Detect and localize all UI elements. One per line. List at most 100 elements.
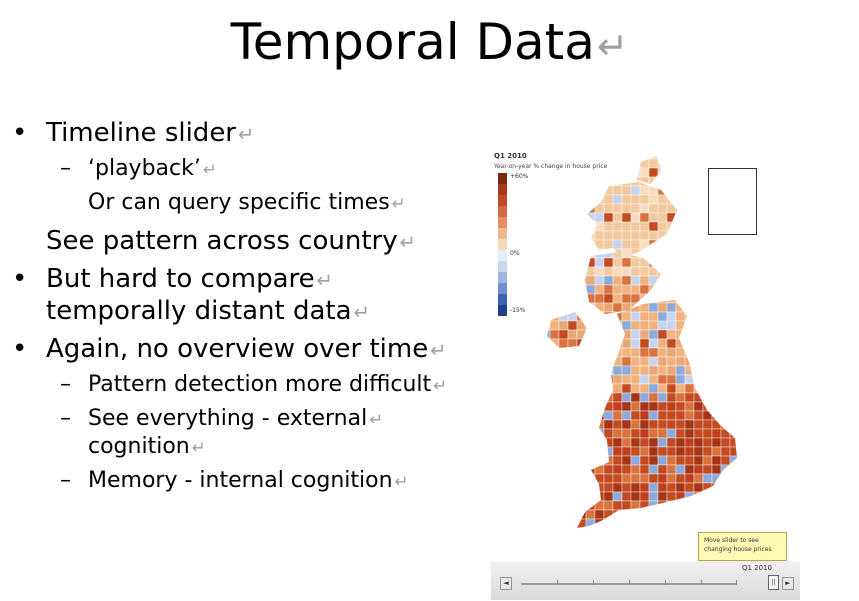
map-region [558, 320, 569, 331]
map-region [549, 383, 560, 394]
map-region [657, 527, 668, 528]
bullet-line: cognition ↵ [88, 434, 206, 459]
map-region [630, 329, 641, 340]
pause-button[interactable]: || [768, 575, 779, 590]
map-region [702, 383, 713, 394]
map-region [621, 284, 632, 295]
next-button[interactable]: ► [782, 577, 794, 590]
map-region [748, 510, 757, 519]
map-region [558, 491, 569, 502]
map-region [576, 446, 587, 457]
map-region [585, 410, 596, 421]
map-region [603, 156, 614, 160]
map-region [657, 374, 668, 385]
map-region [547, 401, 551, 412]
slider-hint-tooltip: Move slider to see changing house prices [698, 532, 787, 566]
map-region [666, 266, 677, 277]
map-region [729, 455, 737, 466]
map-region [657, 428, 668, 439]
map-region [648, 419, 659, 430]
map-region [603, 491, 614, 502]
map-region [684, 176, 695, 187]
map-region [621, 266, 632, 277]
map-region [675, 156, 686, 160]
map-region [603, 230, 614, 241]
map-region [547, 156, 551, 160]
map-region [576, 365, 587, 376]
map-region [567, 410, 578, 421]
map-region [576, 356, 587, 367]
map-region [739, 321, 748, 330]
map-region [693, 401, 704, 412]
map-region [567, 239, 578, 250]
map-region [585, 230, 596, 241]
map-region [675, 455, 686, 466]
map-region [630, 338, 641, 349]
map-region [594, 356, 605, 367]
map-region [576, 383, 587, 394]
map-region [630, 464, 641, 475]
map-region [667, 537, 676, 546]
map-region [666, 473, 677, 484]
map-region [739, 501, 748, 510]
map-region [666, 410, 677, 421]
map-region [657, 257, 668, 268]
map-region [648, 500, 659, 511]
map-region [657, 158, 668, 169]
map-region [594, 482, 605, 493]
map-region [594, 437, 605, 448]
map-region [567, 158, 578, 169]
map-region [684, 302, 695, 313]
map-region [558, 374, 569, 385]
map-region [720, 293, 731, 304]
map-region [547, 284, 551, 295]
map-region [621, 257, 632, 268]
map-region [675, 410, 686, 421]
map-region [603, 257, 614, 268]
color-legend [498, 173, 507, 316]
map-region [549, 329, 560, 340]
legend-min-label: -15% [510, 307, 526, 314]
map-region [549, 212, 560, 223]
map-region [630, 257, 641, 268]
map-region [702, 509, 713, 520]
map-region [729, 383, 737, 394]
map-region [612, 194, 623, 205]
map-region [621, 401, 632, 412]
map-region [684, 347, 695, 358]
map-region [621, 383, 632, 394]
previous-button[interactable]: ◄ [500, 577, 512, 590]
map-region [720, 239, 731, 250]
map-region [594, 527, 605, 528]
map-region [684, 464, 695, 475]
map-region [585, 428, 596, 439]
map-region [739, 150, 748, 159]
map-region [612, 293, 623, 304]
map-region [648, 527, 659, 528]
map-region [630, 410, 641, 421]
map-region [748, 303, 757, 312]
map-region [612, 230, 623, 241]
slider-tick [593, 580, 594, 585]
legend-swatch [498, 294, 507, 305]
map-region [729, 302, 737, 313]
timeline-slider-track[interactable] [521, 580, 737, 585]
map-region [576, 527, 587, 528]
map-region [639, 203, 650, 214]
map-region [720, 401, 731, 412]
map-region [603, 221, 614, 232]
map-region [612, 491, 623, 502]
map-region [739, 393, 748, 402]
map-region [720, 428, 731, 439]
map-region [648, 518, 659, 528]
map-region [684, 527, 695, 528]
map-region [666, 374, 677, 385]
map-region [576, 302, 587, 313]
map-region [585, 437, 596, 448]
return-mark: ↵ [430, 339, 447, 362]
map-region [549, 284, 560, 295]
map-region [547, 428, 551, 439]
legend-swatch [498, 283, 507, 294]
map-region [585, 482, 596, 493]
map-region [603, 311, 614, 322]
